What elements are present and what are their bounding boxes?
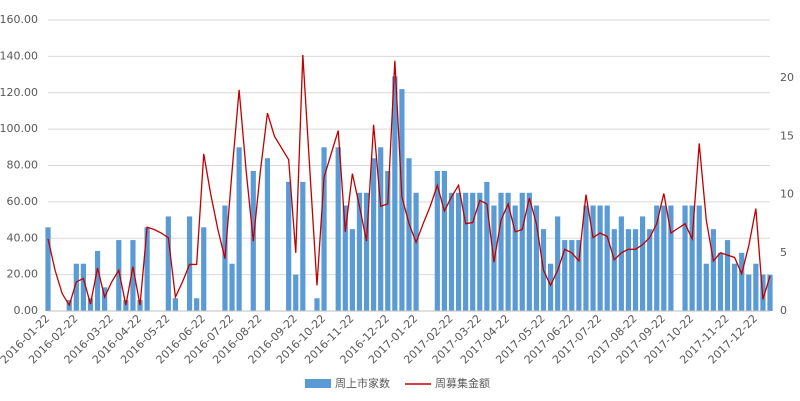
bar xyxy=(576,240,582,311)
bar xyxy=(448,192,455,311)
y-tick-label: 80.00 xyxy=(7,159,39,172)
bar xyxy=(477,192,483,311)
bar xyxy=(724,240,731,311)
bar xyxy=(639,216,646,311)
y-tick-label: 20.00 xyxy=(7,268,39,281)
line xyxy=(47,54,771,307)
bar xyxy=(654,205,660,311)
bar xyxy=(356,192,363,311)
y-tick-label: 60.00 xyxy=(7,195,39,208)
bar xyxy=(80,263,86,311)
bar xyxy=(434,170,440,311)
bar xyxy=(293,274,299,311)
bar xyxy=(371,158,377,311)
bar xyxy=(668,205,674,311)
bar xyxy=(682,205,688,311)
bar xyxy=(484,181,490,311)
bar xyxy=(661,205,667,311)
bar xyxy=(102,287,108,311)
bar xyxy=(165,216,171,311)
bar xyxy=(611,229,617,311)
bar xyxy=(194,298,200,311)
bar xyxy=(767,274,773,311)
bar xyxy=(229,263,235,311)
bar xyxy=(201,227,207,311)
bar xyxy=(342,205,348,311)
legend-swatch xyxy=(305,379,331,388)
bar xyxy=(236,147,242,311)
bar xyxy=(569,240,575,311)
bar xyxy=(547,263,554,311)
bar xyxy=(505,192,511,311)
bar xyxy=(116,240,122,311)
bar xyxy=(144,227,150,311)
bar xyxy=(746,274,752,311)
bar xyxy=(378,147,384,311)
bar xyxy=(647,229,653,311)
bar xyxy=(45,227,51,311)
bar xyxy=(498,192,504,311)
legend-label: 周上市家数 xyxy=(335,376,390,390)
legend-label: 周募集金额 xyxy=(435,376,490,390)
y2-tick-label: 10 xyxy=(780,188,794,201)
bar xyxy=(717,252,724,311)
bar xyxy=(562,240,568,311)
bar xyxy=(696,205,702,311)
y-tick-label: 160.00 xyxy=(0,13,38,26)
bar xyxy=(399,89,405,311)
bar xyxy=(186,216,193,311)
bar xyxy=(632,229,639,311)
bar xyxy=(625,229,632,311)
bar xyxy=(597,205,603,311)
bar xyxy=(732,263,738,311)
bar xyxy=(321,147,327,311)
y2-tick-label: 20 xyxy=(780,71,794,84)
bar xyxy=(455,192,462,311)
y-tick-label: 140.00 xyxy=(0,49,38,62)
bar xyxy=(512,205,518,311)
bar xyxy=(703,263,709,311)
bar xyxy=(618,216,624,311)
y-tick-label: 120.00 xyxy=(0,86,38,99)
bar xyxy=(753,263,759,311)
bar xyxy=(604,205,610,311)
y2-tick-label: 0 xyxy=(780,304,787,317)
bar xyxy=(689,205,695,311)
y-tick-label: 0.00 xyxy=(14,304,39,317)
y-tick-label: 40.00 xyxy=(7,231,39,244)
bar xyxy=(314,298,320,311)
bar xyxy=(526,192,532,311)
bar xyxy=(441,170,447,311)
bar xyxy=(123,300,129,311)
bar xyxy=(335,147,341,311)
bar xyxy=(73,263,79,311)
bar xyxy=(385,170,391,311)
bar xyxy=(300,181,306,311)
bar xyxy=(264,158,271,311)
bar xyxy=(172,298,179,311)
bar xyxy=(470,192,476,311)
bar xyxy=(463,192,469,311)
bar xyxy=(87,298,94,311)
bar xyxy=(413,192,419,311)
bar xyxy=(739,252,745,311)
bar xyxy=(590,205,596,311)
bar xyxy=(406,158,412,311)
bar xyxy=(555,216,561,311)
bar xyxy=(533,205,540,311)
y-tick-label: 100.00 xyxy=(0,122,38,135)
bar xyxy=(363,192,370,311)
bar xyxy=(710,229,716,311)
bar xyxy=(519,192,525,311)
bar xyxy=(392,76,398,311)
bar xyxy=(130,240,136,311)
bar xyxy=(94,250,101,311)
y2-tick-label: 5 xyxy=(780,246,787,259)
y2-tick-label: 15 xyxy=(780,129,794,142)
bar xyxy=(349,229,355,311)
bar xyxy=(137,300,143,311)
bar xyxy=(583,205,589,311)
bar xyxy=(286,181,292,311)
